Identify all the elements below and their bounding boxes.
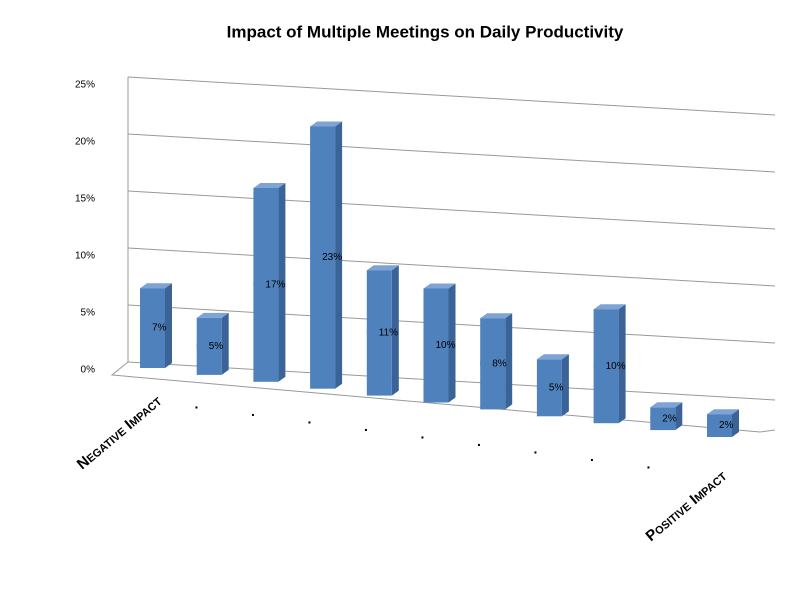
x-tick-label: . [308, 411, 312, 427]
x-tick-label: . [647, 456, 651, 472]
x-tick-label: . [534, 441, 538, 457]
data-label: 5% [209, 341, 224, 352]
label-marker [650, 415, 656, 421]
grid-line [127, 247, 776, 287]
bar-top [423, 283, 456, 289]
x-tick-label: Positive Impact [643, 467, 731, 545]
data-label: 2% [662, 413, 677, 424]
grid-line [127, 133, 776, 173]
bar-top [253, 183, 286, 188]
bar-top [366, 265, 399, 271]
x-tick-label: . [590, 448, 594, 464]
data-label: 10% [436, 340, 456, 351]
bar-side [675, 402, 683, 431]
bar-side [448, 283, 456, 403]
bar-side [335, 121, 343, 389]
bar-side [732, 409, 739, 437]
data-label: 23% [322, 252, 342, 263]
x-tick-label: . [364, 418, 368, 434]
data-label: 11% [379, 328, 398, 339]
y-tick-label: 10% [75, 251, 95, 262]
x-tick-label: . [195, 396, 199, 412]
x-tick-label: Negative Impact [74, 392, 166, 473]
bar-top [650, 402, 683, 408]
label-marker [480, 360, 486, 366]
y-tick-label: 20% [75, 137, 95, 148]
label-marker [253, 281, 259, 287]
data-label: 17% [265, 280, 285, 291]
chart-title: Impact of Multiple Meetings on Daily Pro… [227, 22, 624, 41]
bar-top [310, 121, 343, 127]
bar-top [707, 409, 739, 415]
bar-top [593, 304, 626, 310]
label-marker [310, 254, 316, 260]
data-label: 8% [492, 358, 507, 369]
label-marker [366, 329, 372, 335]
label-marker [593, 363, 599, 369]
y-tick-label: 15% [75, 194, 95, 205]
y-tick-label: 0% [81, 365, 96, 376]
data-label: 7% [152, 323, 167, 334]
data-label: 10% [606, 361, 626, 372]
y-tick-label: 25% [75, 80, 95, 91]
grid-line [127, 190, 776, 230]
bar-top [140, 283, 172, 289]
label-marker [423, 342, 429, 348]
label-marker [707, 422, 712, 428]
bar-side [505, 313, 513, 410]
label-marker [536, 384, 542, 390]
bar-side [391, 265, 399, 396]
floor [110, 361, 776, 433]
label-marker [196, 343, 202, 349]
x-tick-label: . [251, 403, 255, 419]
bar-side [165, 283, 172, 368]
bar-top [196, 312, 229, 318]
bar-side [561, 354, 569, 417]
bar-side [278, 183, 286, 382]
x-tick-label: . [477, 433, 481, 449]
data-label: 2% [719, 420, 734, 431]
x-tick-label: . [421, 426, 425, 442]
bar-side [221, 312, 229, 375]
bar [707, 414, 732, 437]
bar-top [536, 354, 569, 360]
data-label: 5% [549, 382, 564, 393]
y-tick-label: 5% [81, 308, 96, 319]
bar-side [618, 304, 626, 424]
bar [650, 407, 676, 431]
bar-top [480, 313, 513, 319]
grid-line [127, 76, 776, 116]
label-marker [140, 325, 145, 331]
